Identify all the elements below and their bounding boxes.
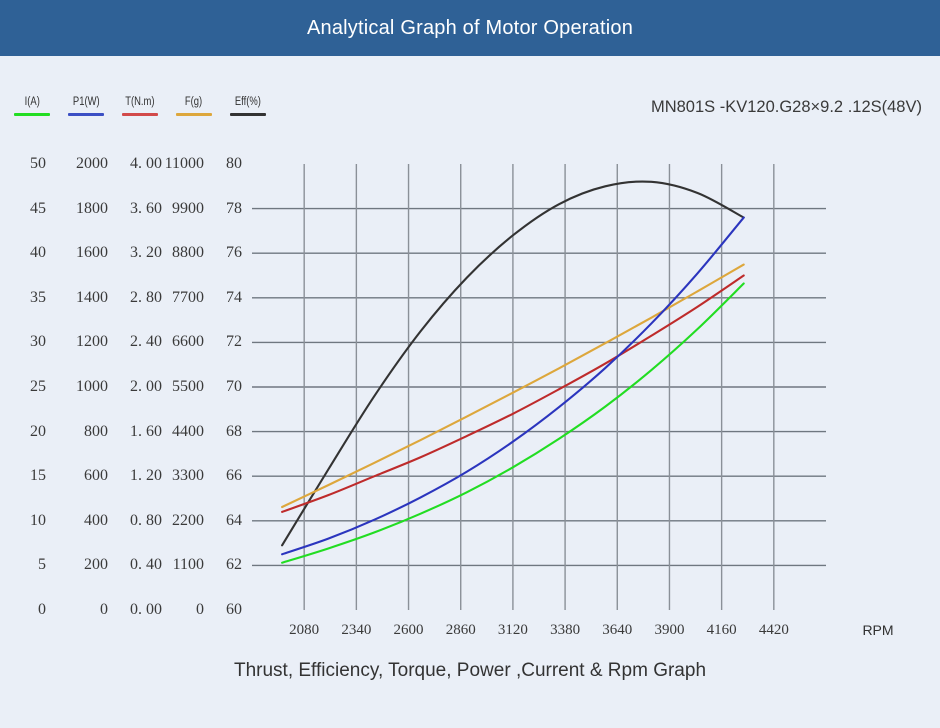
y-tick-current: 0 bbox=[38, 601, 46, 618]
y-tick-power: 200 bbox=[84, 556, 108, 574]
x-tick-label: 2080 bbox=[289, 622, 320, 638]
x-tick-label: 3380 bbox=[550, 622, 581, 638]
y-tick-torque: 0. 80 bbox=[130, 511, 162, 529]
y-tick-current: 15 bbox=[30, 467, 46, 485]
y-tick-thrust: 0 bbox=[196, 601, 204, 618]
y-tick-power: 800 bbox=[84, 422, 108, 440]
legend-label-thrust: F(g) bbox=[185, 96, 203, 108]
y-tick-efficiency: 74 bbox=[226, 288, 242, 306]
y-tick-current: 20 bbox=[30, 422, 46, 440]
y-tick-power: 1200 bbox=[76, 333, 108, 351]
y-tick-efficiency: 62 bbox=[226, 556, 242, 574]
y-tick-current: 10 bbox=[30, 511, 46, 529]
y-tick-power: 2000 bbox=[76, 155, 108, 172]
series-line-t-n-m- bbox=[281, 274, 745, 513]
y-tick-efficiency: 72 bbox=[226, 333, 242, 351]
legend-swatch-power bbox=[68, 113, 104, 116]
y-tick-power: 1600 bbox=[76, 244, 108, 262]
legend-swatch-thrust bbox=[176, 113, 212, 116]
y-tick-torque: 2. 40 bbox=[130, 333, 162, 351]
y-tick-current: 45 bbox=[30, 199, 46, 217]
legend-item-thrust: F(g) bbox=[176, 96, 212, 116]
y-tick-efficiency: 80 bbox=[226, 155, 242, 172]
y-tick-power: 0 bbox=[100, 601, 108, 618]
legend-label-efficiency: Eff(%) bbox=[234, 96, 262, 108]
y-tick-current: 40 bbox=[30, 244, 46, 262]
y-tick-efficiency: 64 bbox=[226, 511, 242, 529]
chart-caption: Thrust, Efficiency, Torque, Power ,Curre… bbox=[233, 660, 707, 681]
legend-label-power: P1(W) bbox=[72, 96, 100, 108]
y-tick-current: 35 bbox=[30, 288, 46, 306]
y-tick-power: 600 bbox=[84, 467, 108, 485]
legend-swatch-efficiency bbox=[230, 113, 266, 116]
y-tick-torque: 4. 00 bbox=[130, 155, 162, 172]
y-tick-efficiency: 70 bbox=[226, 378, 242, 395]
legend-label-current: I(A) bbox=[24, 96, 40, 108]
legend-item-power: P1(W) bbox=[68, 96, 104, 116]
series-line-i-a- bbox=[281, 282, 745, 564]
y-tick-current: 50 bbox=[30, 155, 46, 172]
y-tick-thrust: 3300 bbox=[172, 467, 204, 485]
y-tick-torque: 0. 40 bbox=[130, 556, 162, 574]
legend-label-torque: T(N.m) bbox=[125, 96, 155, 108]
x-tick-label: 2340 bbox=[341, 622, 372, 638]
y-tick-efficiency: 60 bbox=[226, 601, 242, 618]
y-tick-torque: 1. 60 bbox=[130, 422, 162, 440]
y-tick-torque: 2. 80 bbox=[130, 288, 162, 306]
x-tick-label: 3900 bbox=[654, 622, 685, 638]
y-tick-efficiency: 78 bbox=[226, 199, 242, 217]
x-axis-unit-label: RPM bbox=[862, 622, 894, 638]
y-tick-torque: 2. 00 bbox=[130, 378, 162, 395]
legend-item-torque: T(N.m) bbox=[122, 96, 158, 116]
legend: I(A) P1(W) T(N.m) F(g) Eff(%) bbox=[14, 96, 284, 116]
y-tick-torque: 1. 20 bbox=[130, 467, 162, 485]
y-tick-thrust: 1100 bbox=[172, 556, 204, 574]
y-tick-power: 1000 bbox=[76, 378, 108, 395]
y-tick-thrust: 4400 bbox=[172, 422, 204, 440]
x-tick-label: 3640 bbox=[602, 622, 633, 638]
x-tick-label: 2600 bbox=[393, 622, 424, 638]
y-tick-current: 5 bbox=[38, 556, 46, 574]
series-line-p1-w- bbox=[281, 216, 745, 556]
title-bar: Analytical Graph of Motor Operation bbox=[0, 0, 940, 56]
y-tick-efficiency: 66 bbox=[226, 467, 242, 485]
y-tick-efficiency: 76 bbox=[226, 244, 242, 262]
y-tick-power: 1800 bbox=[76, 199, 108, 217]
legend-item-efficiency: Eff(%) bbox=[230, 96, 266, 116]
page-title: Analytical Graph of Motor Operation bbox=[306, 16, 634, 39]
legend-item-current: I(A) bbox=[14, 96, 50, 116]
chart-plot-area bbox=[252, 164, 826, 610]
y-tick-power: 1400 bbox=[76, 288, 108, 306]
x-tick-label: 4420 bbox=[758, 622, 789, 638]
series-line-eff- bbox=[281, 180, 745, 547]
x-tick-label: 4160 bbox=[706, 622, 737, 638]
y-tick-thrust: 9900 bbox=[172, 199, 204, 217]
y-tick-current: 30 bbox=[30, 333, 46, 351]
y-tick-power: 400 bbox=[84, 511, 108, 529]
legend-swatch-current bbox=[14, 113, 50, 116]
y-tick-efficiency: 68 bbox=[226, 422, 242, 440]
y-tick-thrust: 11000 bbox=[164, 155, 204, 172]
y-tick-thrust: 2200 bbox=[172, 511, 204, 529]
y-tick-torque: 0. 00 bbox=[130, 601, 162, 618]
y-tick-torque: 3. 20 bbox=[130, 244, 162, 262]
y-tick-current: 25 bbox=[30, 378, 46, 395]
y-tick-thrust: 8800 bbox=[172, 244, 204, 262]
y-tick-thrust: 5500 bbox=[172, 378, 204, 395]
y-tick-thrust: 6600 bbox=[172, 333, 204, 351]
y-tick-torque: 3. 60 bbox=[130, 199, 162, 217]
y-tick-thrust: 7700 bbox=[172, 288, 204, 306]
x-tick-label: 3120 bbox=[497, 622, 528, 638]
legend-swatch-torque bbox=[122, 113, 158, 116]
motor-model-label: MN801S -KV120.G28×9.2 .12S(48V) bbox=[650, 98, 922, 116]
x-tick-label: 2860 bbox=[445, 622, 476, 638]
